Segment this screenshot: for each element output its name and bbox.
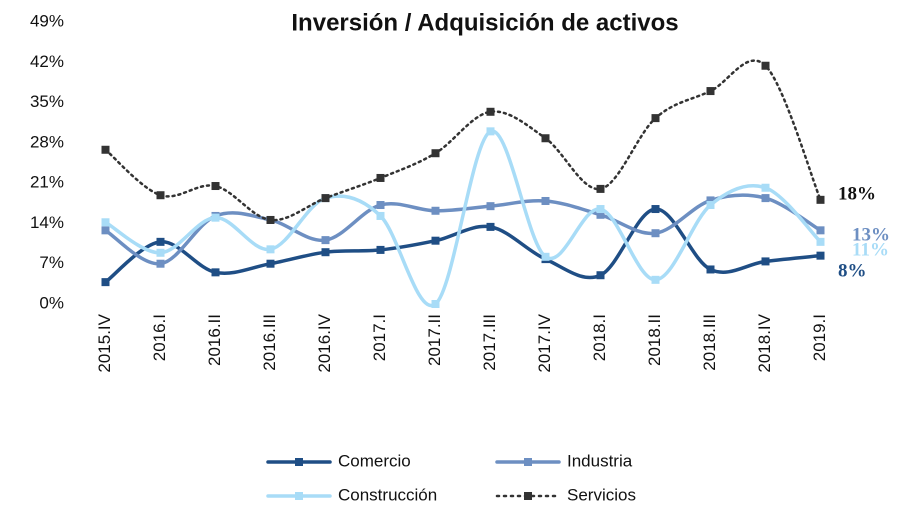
marker <box>321 236 330 245</box>
legend-marker <box>524 458 532 466</box>
value-label: 8% <box>838 260 867 281</box>
y-tick-label: 35% <box>30 92 64 111</box>
marker <box>651 229 660 238</box>
marker <box>706 265 715 274</box>
y-tick-label: 14% <box>30 213 64 232</box>
legend-marker <box>295 458 303 466</box>
marker <box>816 237 825 246</box>
marker <box>211 268 220 277</box>
value-label: 11% <box>852 239 889 260</box>
y-tick-label: 49% <box>30 11 64 30</box>
x-tick-label: 2018.III <box>700 314 719 371</box>
marker <box>101 145 110 154</box>
value-label: 18% <box>838 183 876 204</box>
x-tick-label: 2018.I <box>590 314 609 361</box>
legend-label: Industria <box>567 451 633 470</box>
legend-label: Servicios <box>567 485 636 504</box>
marker <box>706 201 715 210</box>
marker <box>596 271 605 280</box>
x-tick-label: 2018.IV <box>755 313 774 372</box>
marker <box>706 196 715 205</box>
marker <box>816 251 825 260</box>
marker <box>431 300 440 308</box>
marker <box>266 215 275 224</box>
marker <box>321 194 330 203</box>
x-tick-label: 2016.IV <box>315 313 334 372</box>
marker <box>761 61 770 70</box>
chart-title: Inversión / Adquisición de activos <box>291 9 678 36</box>
x-tick-label: 2017.III <box>480 314 499 371</box>
marker <box>156 259 165 268</box>
marker <box>761 257 770 266</box>
marker <box>596 184 605 193</box>
marker <box>486 222 495 231</box>
series-line <box>103 129 823 308</box>
marker <box>156 248 165 257</box>
value-label: 13% <box>852 224 890 245</box>
series-line <box>104 59 822 222</box>
marker <box>816 226 825 235</box>
x-tick-label: 2019.I <box>810 314 829 361</box>
marker <box>816 195 825 204</box>
marker <box>596 205 605 214</box>
legend-marker <box>295 492 303 500</box>
marker <box>651 205 660 214</box>
x-tick-label: 2016.I <box>150 314 169 361</box>
y-tick-label: 21% <box>30 173 64 192</box>
x-tick-label: 2018.II <box>645 314 664 366</box>
legend-label: Comercio <box>338 451 411 470</box>
marker <box>156 237 165 246</box>
marker <box>156 191 165 200</box>
marker <box>431 149 440 158</box>
marker <box>761 194 770 203</box>
marker <box>486 107 495 116</box>
marker <box>431 236 440 245</box>
marker <box>266 259 275 268</box>
x-tick-label: 2017.II <box>425 314 444 366</box>
marker <box>376 173 385 182</box>
marker <box>376 211 385 220</box>
marker <box>651 114 660 123</box>
marker <box>761 183 770 192</box>
marker <box>211 182 220 191</box>
y-tick-label: 28% <box>30 132 64 151</box>
marker <box>486 202 495 211</box>
marker <box>101 278 110 287</box>
marker <box>651 275 660 284</box>
x-tick-label: 2017.IV <box>535 313 554 372</box>
marker <box>541 134 550 143</box>
marker <box>431 206 440 215</box>
marker <box>541 196 550 205</box>
marker <box>101 226 110 235</box>
y-tick-label: 42% <box>30 52 64 71</box>
marker <box>211 213 220 222</box>
x-tick-label: 2016.III <box>260 314 279 371</box>
marker <box>376 245 385 254</box>
y-tick-label: 7% <box>39 253 64 272</box>
x-tick-label: 2017.I <box>370 314 389 361</box>
x-tick-label: 2015.IV <box>95 313 114 372</box>
marker <box>321 248 330 257</box>
y-tick-label: 0% <box>39 293 64 312</box>
marker <box>101 218 110 227</box>
marker <box>486 127 495 136</box>
marker <box>376 201 385 210</box>
legend-marker <box>524 492 532 500</box>
marker <box>596 210 605 219</box>
marker <box>706 87 715 96</box>
legend-label: Construcción <box>338 485 437 504</box>
x-tick-label: 2016.II <box>205 314 224 366</box>
marker <box>266 245 275 254</box>
marker <box>541 252 550 261</box>
